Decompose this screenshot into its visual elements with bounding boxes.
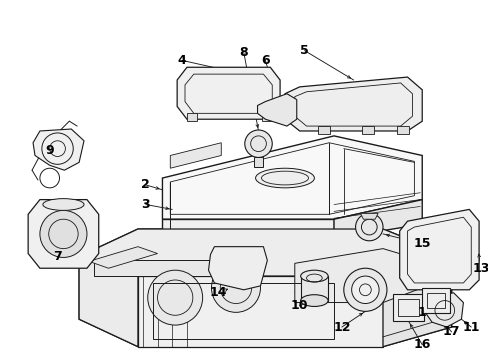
Text: 9: 9 xyxy=(45,144,54,157)
Polygon shape xyxy=(162,219,333,239)
Circle shape xyxy=(355,213,382,241)
Bar xyxy=(421,288,449,313)
Polygon shape xyxy=(79,256,138,347)
Text: 7: 7 xyxy=(53,250,62,263)
Ellipse shape xyxy=(300,270,327,282)
Text: 3: 3 xyxy=(141,198,150,211)
Circle shape xyxy=(40,210,87,257)
Polygon shape xyxy=(253,157,263,167)
Text: 16: 16 xyxy=(413,338,430,351)
Polygon shape xyxy=(396,126,407,134)
Polygon shape xyxy=(362,126,373,134)
Polygon shape xyxy=(170,143,221,168)
Polygon shape xyxy=(382,256,451,347)
Text: 17: 17 xyxy=(442,325,459,338)
Polygon shape xyxy=(162,136,421,219)
Text: 5: 5 xyxy=(300,44,308,57)
Polygon shape xyxy=(33,129,84,170)
Polygon shape xyxy=(186,113,196,121)
Circle shape xyxy=(147,270,202,325)
Polygon shape xyxy=(138,276,382,347)
Polygon shape xyxy=(28,199,99,268)
Circle shape xyxy=(244,130,272,157)
Polygon shape xyxy=(399,210,478,290)
Text: 13: 13 xyxy=(471,262,488,275)
Ellipse shape xyxy=(255,168,314,188)
Polygon shape xyxy=(177,67,280,119)
Polygon shape xyxy=(360,213,377,219)
Polygon shape xyxy=(94,260,245,276)
Polygon shape xyxy=(318,126,329,134)
Ellipse shape xyxy=(300,295,327,306)
Polygon shape xyxy=(257,94,296,126)
Polygon shape xyxy=(294,249,421,302)
Text: 15: 15 xyxy=(413,237,430,250)
Circle shape xyxy=(211,263,260,312)
Ellipse shape xyxy=(43,199,84,210)
Text: 14: 14 xyxy=(209,286,226,299)
Polygon shape xyxy=(79,229,451,276)
Text: 8: 8 xyxy=(239,46,247,59)
Text: 12: 12 xyxy=(332,320,350,334)
Text: 11: 11 xyxy=(462,320,479,334)
Polygon shape xyxy=(89,247,157,268)
Polygon shape xyxy=(79,229,451,347)
Polygon shape xyxy=(285,77,421,131)
Polygon shape xyxy=(208,247,267,290)
Text: 2: 2 xyxy=(141,179,150,192)
Text: 6: 6 xyxy=(261,54,269,67)
Text: 10: 10 xyxy=(290,299,308,312)
Bar xyxy=(300,276,327,301)
Bar xyxy=(397,298,418,316)
Polygon shape xyxy=(262,113,272,121)
Text: 4: 4 xyxy=(177,54,186,67)
Circle shape xyxy=(343,268,386,311)
Bar xyxy=(426,293,444,309)
Text: 1: 1 xyxy=(417,306,426,319)
Polygon shape xyxy=(333,199,421,239)
Polygon shape xyxy=(424,293,463,327)
Circle shape xyxy=(351,276,378,303)
Bar xyxy=(392,294,423,321)
